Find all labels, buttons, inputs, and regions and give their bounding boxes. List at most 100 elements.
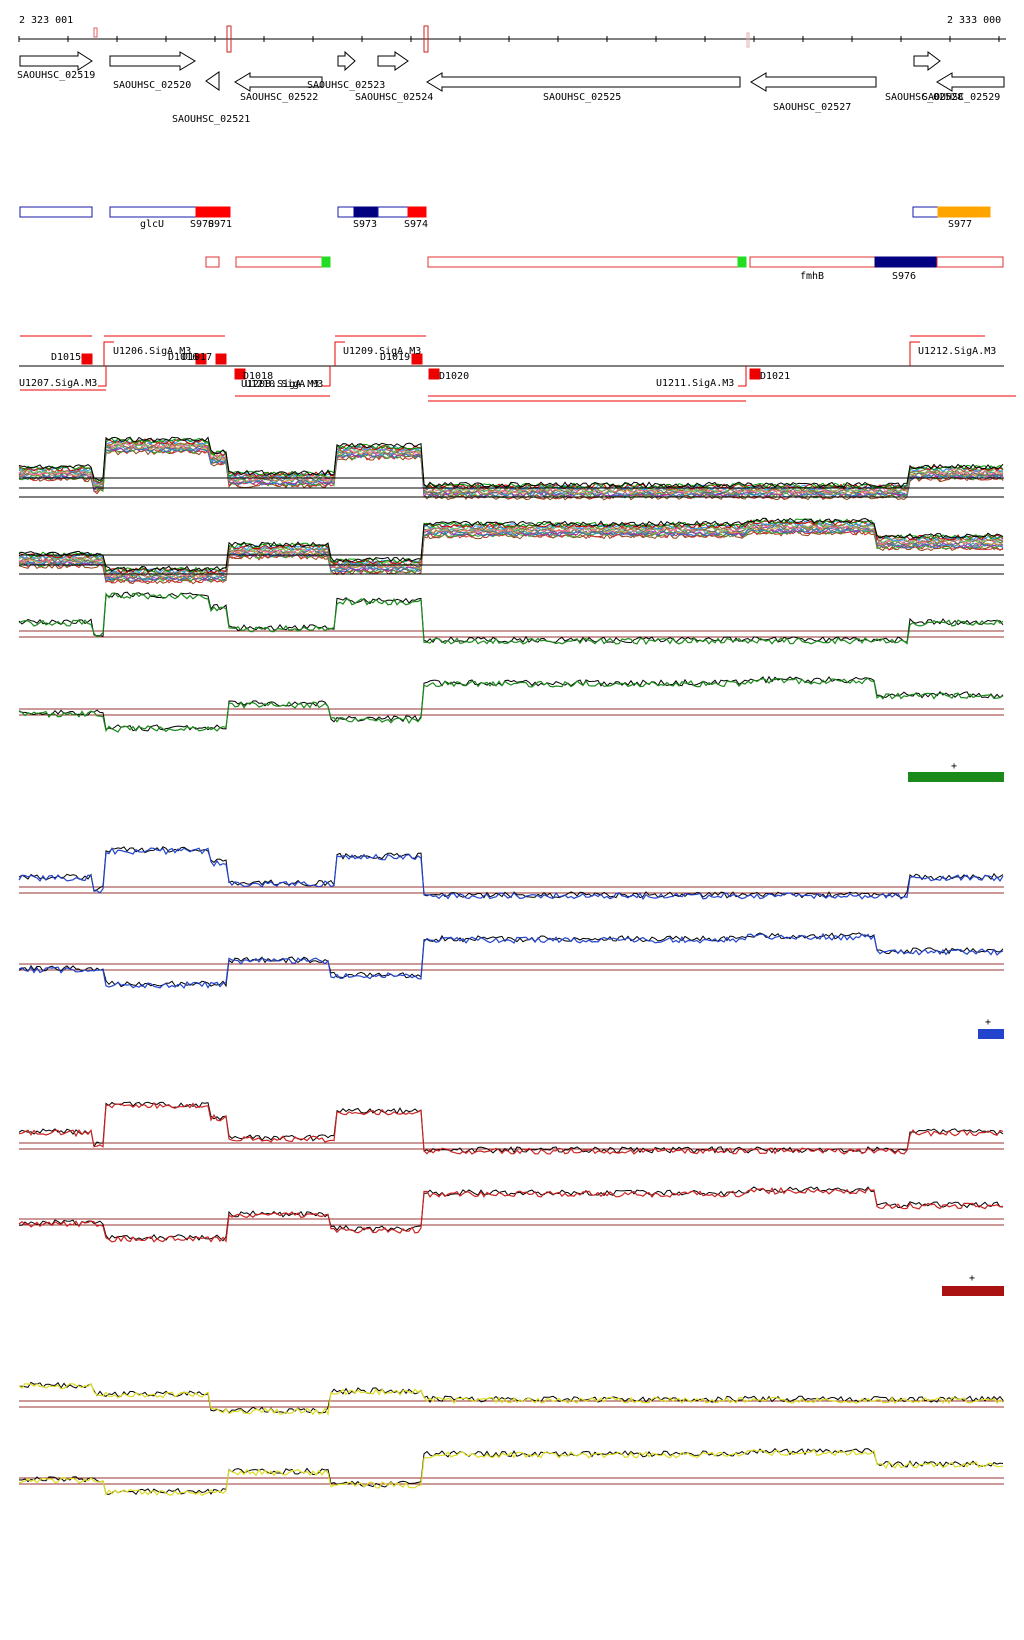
feature-label: S974 bbox=[404, 219, 428, 230]
signal-line bbox=[18, 1101, 1004, 1154]
promoter-box[interactable] bbox=[215, 353, 227, 365]
yellow-condition-track bbox=[18, 1381, 1004, 1497]
feature-box[interactable] bbox=[937, 206, 991, 218]
promoter-box[interactable] bbox=[195, 353, 207, 365]
feature-box[interactable] bbox=[337, 206, 355, 218]
gene-label: SAOUHSC_02527 bbox=[773, 102, 851, 113]
transcript-lines bbox=[20, 335, 1016, 402]
gene-arrow[interactable] bbox=[337, 50, 356, 72]
gene-label: SAOUHSC_02529 bbox=[922, 92, 1000, 103]
gene-track: SAOUHSC_02519 SAOUHSC_02520 SAOUHSC_0252… bbox=[17, 50, 1005, 125]
gene-arrow[interactable] bbox=[234, 72, 323, 92]
signal-line bbox=[18, 846, 1004, 899]
reverse-feature-track: fmhB S976 bbox=[205, 256, 1004, 282]
promoter-box[interactable] bbox=[428, 368, 440, 380]
signal-line bbox=[18, 523, 1004, 579]
tss-arrow[interactable] bbox=[98, 366, 107, 387]
gene-label: SAOUHSC_02528 bbox=[885, 92, 963, 103]
promoter-label: U1211.SigA.M3 bbox=[656, 378, 734, 389]
promoter-label: U1209.SigA.M3 bbox=[343, 346, 421, 357]
gene-arrow[interactable] bbox=[205, 71, 220, 91]
end-coordinate: 2 333 000 bbox=[947, 15, 1001, 26]
promoter-box[interactable] bbox=[749, 368, 761, 380]
tss-arrow[interactable] bbox=[103, 341, 114, 366]
feature-box[interactable] bbox=[235, 256, 323, 268]
signal-line bbox=[18, 1382, 1004, 1417]
feature-box[interactable] bbox=[874, 256, 938, 268]
feature-box[interactable] bbox=[19, 206, 93, 218]
signal-line bbox=[18, 847, 1004, 901]
legend-bar-red[interactable] bbox=[942, 1286, 1004, 1296]
gene-arrow[interactable] bbox=[913, 51, 941, 71]
feature-box[interactable] bbox=[737, 256, 747, 268]
blue-condition-track: + bbox=[18, 846, 1004, 1039]
promoter-label: U1212.SigA.M3 bbox=[918, 346, 996, 357]
legend-bar-blue[interactable] bbox=[978, 1029, 1004, 1039]
feature-label: S977 bbox=[948, 219, 972, 230]
feature-label: S970 bbox=[190, 219, 214, 230]
feature-box[interactable] bbox=[407, 206, 427, 218]
ruler-marker bbox=[93, 27, 98, 38]
gene-arrow[interactable] bbox=[936, 72, 1005, 92]
promoter-marks bbox=[81, 341, 920, 387]
tss-arrow[interactable] bbox=[334, 341, 345, 366]
ruler-marker bbox=[746, 32, 750, 48]
feature-label: S976 bbox=[892, 271, 916, 282]
feature-label: glcU bbox=[140, 219, 164, 230]
signal-line bbox=[18, 438, 1004, 490]
gene-label: SAOUHSC_02523 bbox=[307, 80, 385, 91]
ruler-marker bbox=[423, 25, 429, 53]
gene-arrow[interactable] bbox=[19, 51, 93, 71]
promoter-label: D1021 bbox=[760, 371, 790, 382]
feature-box[interactable] bbox=[195, 206, 231, 218]
gene-label: SAOUHSC_02519 bbox=[17, 70, 95, 81]
promoter-label: U1206.SigA.M3 bbox=[113, 346, 191, 357]
signal-line bbox=[18, 932, 1004, 988]
feature-box[interactable] bbox=[353, 206, 379, 218]
feature-box[interactable] bbox=[109, 206, 197, 218]
promoter-label: D1019 bbox=[380, 352, 410, 363]
signal-line bbox=[18, 1101, 1004, 1155]
promoter-box[interactable] bbox=[411, 353, 423, 365]
feature-box[interactable] bbox=[936, 256, 1004, 268]
signal-line bbox=[18, 528, 1004, 583]
signal-line bbox=[19, 1186, 1004, 1242]
tss-arrow[interactable] bbox=[909, 341, 920, 366]
promoter-label: D1017 bbox=[182, 352, 212, 363]
feature-box[interactable] bbox=[377, 206, 409, 218]
gene-arrow[interactable] bbox=[426, 72, 741, 92]
tss-arrow[interactable] bbox=[322, 366, 331, 387]
signal-line bbox=[18, 444, 1004, 496]
signal-line bbox=[18, 1448, 1004, 1497]
gene-label: SAOUHSC_02520 bbox=[113, 80, 191, 91]
gene-arrow[interactable] bbox=[750, 72, 877, 92]
feature-box[interactable] bbox=[205, 256, 220, 268]
feature-label: S973 bbox=[353, 219, 377, 230]
ruler-marker bbox=[226, 25, 232, 53]
signal-line bbox=[18, 517, 1004, 572]
promoter-label: D1015 bbox=[51, 352, 81, 363]
feature-box[interactable] bbox=[749, 256, 876, 268]
gene-arrow[interactable] bbox=[377, 51, 409, 71]
tss-arrow[interactable] bbox=[738, 366, 747, 387]
feature-box[interactable] bbox=[427, 256, 739, 268]
signal-line bbox=[18, 932, 1004, 989]
promoter-label: D1018 bbox=[243, 371, 273, 382]
gene-label: SAOUHSC_02521 bbox=[172, 114, 250, 125]
promoter-track: D1015 U1206.SigA.M3 D1016 D1017 U1207.Si… bbox=[19, 335, 1016, 402]
promoter-label: U1210.SigA.M3 bbox=[245, 379, 323, 390]
gene-label: SAOUHSC_02522 bbox=[240, 92, 318, 103]
signal-line bbox=[18, 1186, 1004, 1243]
promoter-box[interactable] bbox=[81, 353, 93, 365]
promoter-label: D1020 bbox=[439, 371, 469, 382]
expression-heat-panel-forward bbox=[18, 436, 1004, 501]
promoter-box[interactable] bbox=[234, 368, 246, 380]
feature-box[interactable] bbox=[321, 256, 331, 268]
legend-plus: + bbox=[985, 1017, 991, 1028]
feature-box[interactable] bbox=[912, 206, 939, 218]
signal-line bbox=[18, 437, 1004, 489]
signal-line bbox=[18, 518, 1004, 573]
legend-bar-green[interactable] bbox=[908, 772, 1004, 782]
promoter-label: U1208.SigA.M3 bbox=[241, 379, 319, 390]
gene-arrow[interactable] bbox=[109, 51, 196, 71]
